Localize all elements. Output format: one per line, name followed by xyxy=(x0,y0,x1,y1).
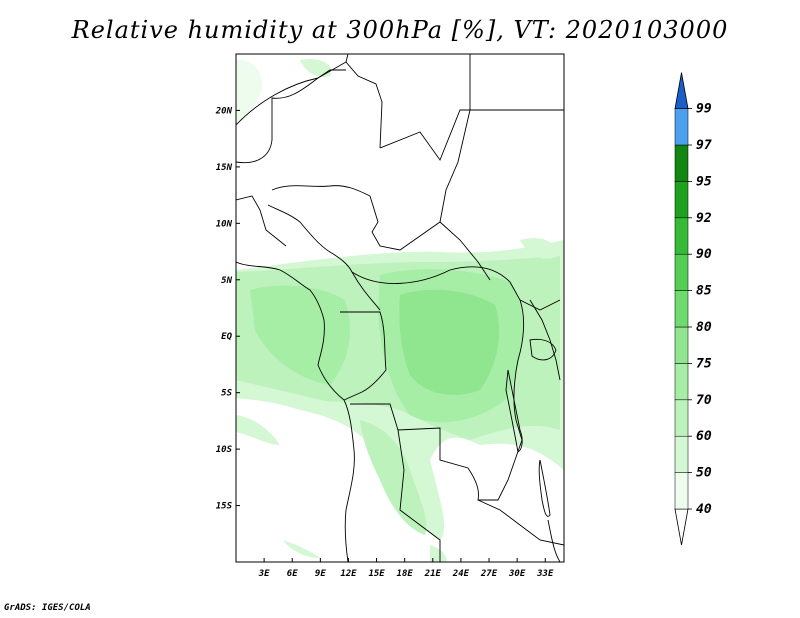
colorbar-segment xyxy=(674,144,689,182)
map-title: Relative humidity at 300hPa [%], VT: 202… xyxy=(71,16,729,44)
x-tick-label: 21E xyxy=(424,569,442,579)
humidity-plume-sw xyxy=(236,415,280,445)
y-tick-label: 15S xyxy=(216,502,233,512)
border-chad-sudan xyxy=(369,195,491,281)
border-niger-north xyxy=(317,69,346,79)
border-uganda-kenya xyxy=(519,299,561,311)
colorbar-label: 95 xyxy=(696,174,712,189)
colorbar-segment xyxy=(674,435,689,473)
colorbar-label: 50 xyxy=(696,466,712,481)
humidity-south-speck xyxy=(430,545,447,562)
humidity-angola-plume xyxy=(360,420,427,535)
border-car-drc xyxy=(351,266,511,284)
colorbar-segment xyxy=(674,472,689,510)
border-angola-zambia xyxy=(397,429,441,562)
coastline-west-africa xyxy=(236,261,355,562)
map-frame xyxy=(235,53,565,563)
lake-tanganyika xyxy=(505,369,523,453)
humidity-north-fringe xyxy=(236,59,263,125)
colorbar-segment xyxy=(674,326,689,364)
colorbar-segment xyxy=(674,253,689,291)
x-tick-label: 33E xyxy=(536,569,554,579)
x-tick-label: 24E xyxy=(452,569,470,579)
colorbar-label: 40 xyxy=(696,502,712,517)
lake-malawi xyxy=(538,459,551,517)
colorbar-segment xyxy=(674,217,689,255)
y-tick-label: 5N xyxy=(221,276,232,286)
humidity-core-congo-inner xyxy=(399,289,500,395)
x-tick-label: 15E xyxy=(368,569,385,579)
y-tick-label: 10N xyxy=(216,219,233,229)
x-tick-label: 30E xyxy=(508,569,526,579)
y-tick-label: 15N xyxy=(216,163,233,173)
humidity-nw-speck xyxy=(300,58,331,78)
colorbar-segment xyxy=(674,181,689,219)
border-sudan-east xyxy=(439,109,564,223)
border-nigeria-cameroon xyxy=(267,204,381,311)
colorbar-label: 97 xyxy=(696,138,712,153)
colorbar-label: 60 xyxy=(696,429,712,444)
colorbar-label: 85 xyxy=(696,284,712,299)
colorbar-segment xyxy=(674,399,689,437)
border-drc-east xyxy=(509,281,525,441)
humidity-core-west xyxy=(250,285,350,385)
colorbar-label: 92 xyxy=(696,211,712,226)
border-niger-nigeria xyxy=(271,185,371,197)
colorbar-label: 80 xyxy=(696,320,712,335)
y-tick-label: 5S xyxy=(221,389,232,399)
border-libya-chad xyxy=(379,109,470,161)
colorbar-extend-high xyxy=(674,72,689,109)
x-axis: 3E 6E 9E 12E 15E 18E 21E 24E 27E 30E 33E xyxy=(258,558,554,579)
colorbar-label: 70 xyxy=(696,393,712,408)
y-tick-label: 10S xyxy=(216,445,233,455)
coastline-mozambique xyxy=(547,519,561,562)
x-tick-label: 9E xyxy=(315,569,326,579)
colorbar-segment xyxy=(674,363,689,401)
colorbar-segment xyxy=(674,290,689,328)
colorbar-extend-low xyxy=(674,508,689,546)
colorbar-label: 75 xyxy=(696,356,712,371)
humidity-sw-speck xyxy=(283,540,320,558)
x-tick-label: 6E xyxy=(287,569,298,579)
y-tick-label: EQ xyxy=(221,332,232,342)
colorbar: 40 50 60 70 75 80 85 90 92 95 97 99 xyxy=(674,72,712,546)
lake-victoria xyxy=(529,338,557,361)
border-zambia-east xyxy=(477,499,564,546)
grads-credit: GrADS: IGES/COLA xyxy=(4,603,91,613)
x-tick-label: 3E xyxy=(258,569,270,579)
border-east-africa xyxy=(529,299,561,381)
border-mali-niger xyxy=(236,61,347,126)
x-tick-label: 18E xyxy=(397,569,414,579)
humidity-east-streak xyxy=(520,238,560,259)
y-tick-label: 20N xyxy=(215,106,233,116)
border-drc-west xyxy=(340,311,387,401)
colorbar-segment xyxy=(674,108,689,146)
x-tick-label: 12E xyxy=(340,569,357,579)
border-west-small xyxy=(236,195,287,247)
country-borders xyxy=(236,54,564,562)
border-sahel xyxy=(236,77,319,164)
y-axis: 20N 15N 10N 5N EQ 5S 10S 15S xyxy=(215,106,240,512)
border-algeria-libya xyxy=(345,54,383,149)
x-tick-label: 27E xyxy=(480,569,498,579)
colorbar-label: 99 xyxy=(696,102,712,117)
colorbar-label: 90 xyxy=(696,247,712,262)
humidity-shading xyxy=(236,58,564,562)
